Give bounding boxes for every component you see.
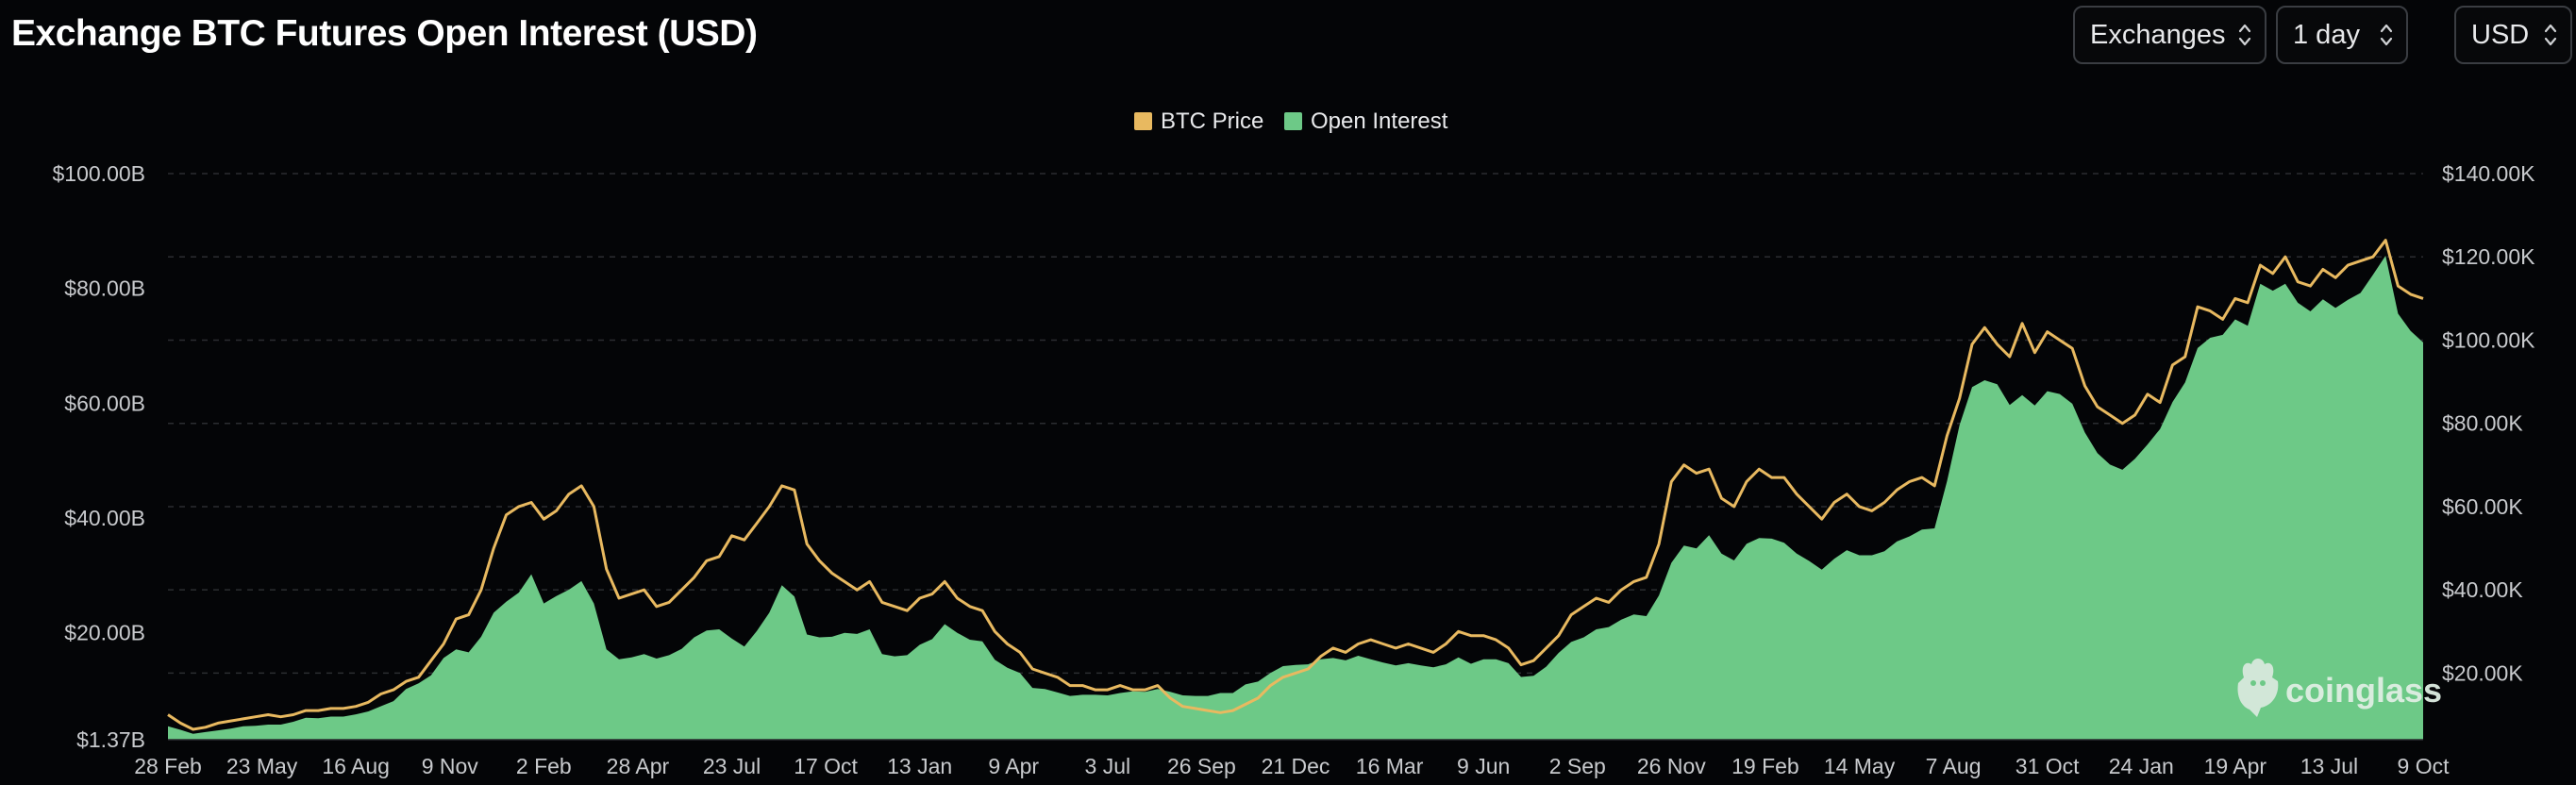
page-title: Exchange BTC Futures Open Interest (USD) [11,13,758,54]
x-axis-tick-label: 16 Aug [322,754,390,778]
legend-item[interactable]: Open Interest [1284,109,1448,134]
left-axis-tick-label: $80.00B [64,276,145,301]
chart-legend: BTC Price Open Interest [1134,109,1448,134]
left-axis-tick-label: $40.00B [64,506,145,530]
x-axis-tick-label: 23 Jul [703,754,761,778]
right-axis-tick-label: $120.00K [2442,244,2535,269]
x-axis-tick-label: 13 Jul [2300,754,2358,778]
chevron-up-down-icon [2380,24,2393,46]
x-axis-tick-label: 23 May [226,754,298,778]
x-axis-tick-label: 9 Nov [422,754,479,778]
left-axis-tick-label: $1.37B [76,727,145,752]
x-axis-tick-label: 26 Sep [1167,754,1236,778]
x-axis-tick-label: 19 Apr [2204,754,2267,778]
left-axis-tick-label: $60.00B [64,391,145,415]
x-axis-tick-label: 26 Nov [1637,754,1706,778]
x-axis-tick-label: 9 Oct [2398,754,2451,778]
x-axis-tick-label: 9 Apr [988,754,1039,778]
x-axis-tick-label: 21 Dec [1262,754,1330,778]
legend-swatch [1134,112,1152,130]
x-axis: 28 Feb 23 May 16 Aug 9 Nov 2 Feb 28 Apr 23 Jul… [134,754,2450,778]
x-axis-tick-label: 9 Jun [1457,754,1510,778]
x-axis-tick-label: 16 Mar [1356,754,1424,778]
series-layer [167,239,2424,741]
open-interest-area [168,256,2423,740]
x-axis-tick-label: 28 Apr [607,754,670,778]
btc-price-line [167,239,2424,731]
legend-label: BTC Price [1161,109,1263,134]
exchanges-select-label: Exchanges [2090,19,2226,50]
right-axis-tick-label: $20.00K [2442,660,2523,685]
x-axis-tick-label: 31 Oct [2016,754,2080,778]
left-axis-tick-label: $20.00B [64,621,145,645]
right-axis-tick-label: $140.00K [2442,161,2535,186]
right-axis-tick-label: $100.00K [2442,327,2535,352]
x-axis-tick-label: 3 Jul [1085,754,1131,778]
watermark-text: coinglass [2285,671,2442,710]
left-axis-tick-label: $100.00B [53,161,145,186]
x-axis-tick-label: 7 Aug [1926,754,1982,778]
right-axis-tick-label: $40.00K [2442,577,2523,602]
coinglass-logo-icon [2237,659,2279,717]
legend-item[interactable]: BTC Price [1134,109,1263,134]
chevron-up-down-icon [2544,24,2557,46]
legend-swatch [1284,112,1302,130]
currency-select-label: USD [2471,19,2530,50]
chevron-up-down-icon [2238,24,2251,46]
x-axis-tick-label: 28 Feb [134,754,202,778]
right-axis-tick-label: $80.00K [2442,411,2523,436]
x-axis-tick-label: 24 Jan [2109,754,2174,778]
interval-select-label: 1 day [2293,19,2360,50]
left-axis: $1.37B $20.00B $40.00B $60.00B $80.00B $100.0… [53,161,145,752]
x-axis-tick-label: 14 May [1824,754,1896,778]
x-axis-tick-label: 13 Jan [887,754,952,778]
currency-select[interactable]: USD [2454,6,2572,64]
x-axis-tick-label: 2 Sep [1549,754,1606,778]
exchanges-select[interactable]: Exchanges [2073,6,2267,64]
x-axis-tick-label: 17 Oct [794,754,858,778]
x-axis-tick-label: 2 Feb [516,754,572,778]
right-axis: $20.00K $40.00K $60.00K $80.00K $100.00K $120… [2442,161,2535,685]
x-axis-tick-label: 19 Feb [1731,754,1799,778]
right-axis-tick-label: $60.00K [2442,494,2523,519]
coinglass-watermark: coinglass [2237,659,2442,717]
interval-select[interactable]: 1 day [2276,6,2408,64]
legend-label: Open Interest [1311,109,1448,134]
